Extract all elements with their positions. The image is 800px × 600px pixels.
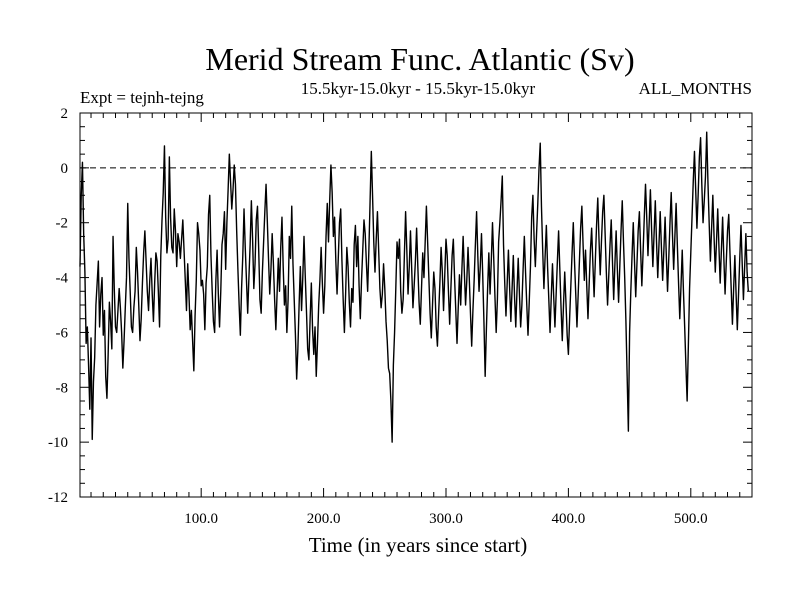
y-tick-label: 0 — [61, 161, 69, 177]
y-tick-label: 2 — [61, 106, 69, 122]
chart-title: Merid Stream Func. Atlantic (Sv) — [205, 41, 634, 77]
y-tick-label: -2 — [56, 216, 69, 232]
experiment-label: Expt = tejnh-tejng — [80, 88, 204, 107]
plot-frame — [79, 112, 753, 498]
y-tick-label: -6 — [56, 325, 69, 341]
x-tick-label: 300.0 — [429, 511, 463, 527]
y-tick-label: -8 — [56, 380, 69, 396]
months-label: ALL_MONTHS — [639, 79, 752, 98]
x-tick-label: 500.0 — [674, 511, 708, 527]
y-tick-label: -10 — [48, 435, 68, 451]
x-tick-label: 200.0 — [307, 511, 341, 527]
y-tick-label: -4 — [56, 271, 69, 287]
x-tick-label: 100.0 — [184, 511, 218, 527]
x-axis-label: Time (in years since start) — [309, 533, 528, 557]
axis-ticks — [80, 112, 753, 498]
axis-tick-labels: 100.0 200.0 300.0 400.0 500.0 -12 -10 -8 -6 -4 -2 0… — [48, 106, 708, 527]
y-tick-label: -12 — [48, 490, 68, 506]
chart-subtitle: 15.5kyr-15.0kyr - 15.5kyr-15.0kyr — [301, 79, 536, 98]
x-tick-label: 400.0 — [552, 511, 586, 527]
series-line — [79, 131, 750, 443]
